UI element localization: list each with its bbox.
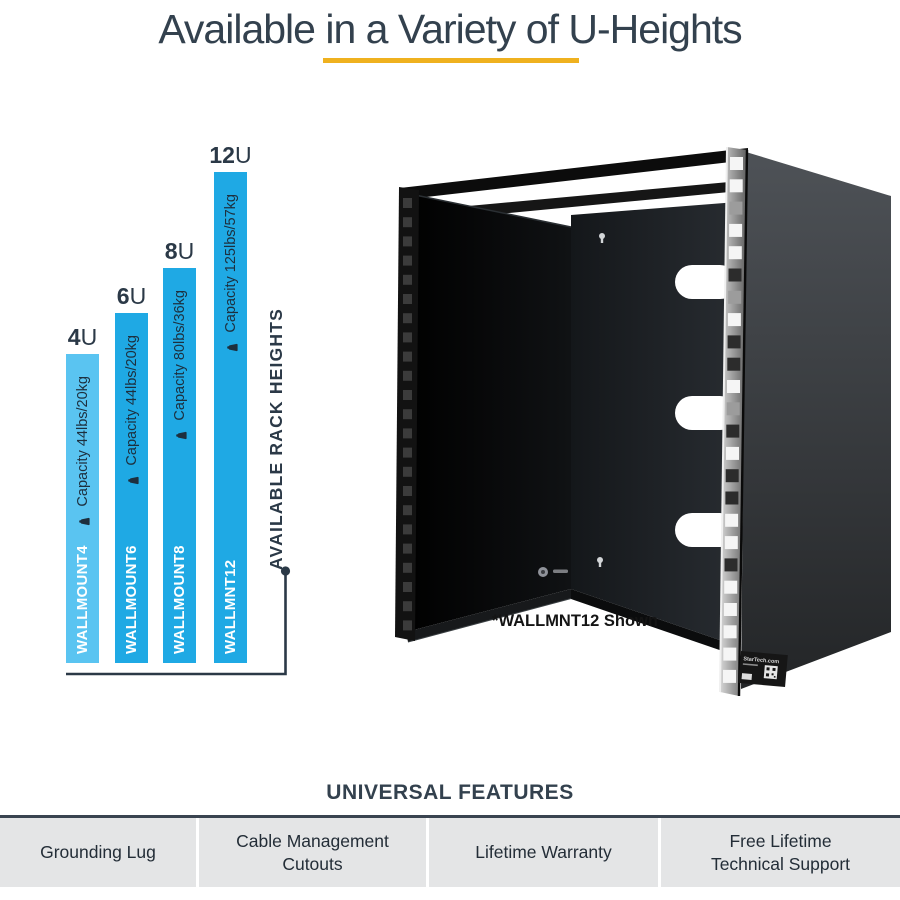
bar-capacity-label: Capacity 125lbs/57kg [222, 194, 239, 333]
bar-rect: WALLMOUNT4 Capacity 44lbs/20kg [66, 354, 99, 663]
features-heading: UNIVERSAL FEATURES [326, 781, 574, 804]
feature-cell: Grounding Lug [0, 818, 196, 887]
top-frame-rear-bar [425, 181, 740, 221]
bar-rect: WALLMNT12 Capacity 125lbs/57kg [214, 172, 247, 663]
feature-cell-label: Free Lifetime Technical Support [710, 830, 851, 874]
left-side-panel [406, 195, 571, 632]
weight-capacity-icon [124, 473, 140, 488]
left-panel-bottom-lip [406, 589, 573, 642]
bar-u-height-label: 6U [117, 285, 146, 308]
rail-square-holes [723, 157, 743, 683]
rail-highlight-edge [719, 146, 728, 693]
page-title: Available in a Variety of U-Heights [158, 6, 742, 52]
chart-bar: 12U WALLMNT12 Capacity 125lbs/57kg [209, 144, 252, 663]
feature-cell: Cable Management Cutouts [199, 818, 426, 887]
bar-rect: WALLMOUNT8 Capacity 80lbs/36kg [163, 268, 196, 663]
feature-cell-label: Cable Management Cutouts [236, 830, 389, 874]
bar-u-height-number: 6 [116, 283, 130, 309]
back-panel-bottom-lip [571, 589, 737, 656]
sticker-brand-text: StarTech.com [743, 656, 779, 665]
feature-cell-label: Grounding Lug [40, 842, 156, 863]
chart-axis-label: AVAILABLE RACK HEIGHTS [266, 307, 286, 570]
bar-capacity-label: Capacity 44lbs/20kg [74, 376, 91, 507]
bar-u-height-label: 12U [209, 144, 251, 167]
cable-cutout-2 [675, 396, 737, 430]
bar-u-height-suffix: U [80, 324, 98, 350]
bar-u-height-number: 8 [164, 238, 178, 264]
bar-u-height-suffix: U [234, 142, 252, 168]
title-accent-underline [323, 58, 579, 63]
bar-u-height-suffix: U [129, 283, 147, 309]
feature-cell: Free Lifetime Technical Support [661, 818, 900, 887]
qr-code-icon [763, 665, 778, 680]
bar-product-name: WALLMOUNT6 [123, 545, 140, 654]
weight-capacity-icon [75, 514, 91, 529]
bar-u-height-suffix: U [177, 238, 195, 264]
product-sticker: StarTech.com [738, 651, 788, 687]
feature-cell: Lifetime Warranty [429, 818, 658, 887]
bar-product-name: WALLMNT12 [222, 559, 239, 654]
product-photo: StarTech.com *WALLMNT12 Shown [395, 135, 900, 720]
bar-product-name: WALLMOUNT8 [171, 545, 188, 654]
bar-u-height-number: 4 [67, 324, 81, 350]
photo-caption: *WALLMNT12 Shown [492, 612, 658, 630]
feature-cell-label: Lifetime Warranty [475, 842, 612, 863]
bar-product-name: WALLMOUNT4 [74, 545, 91, 654]
rail-bend-edge [737, 149, 749, 697]
features-table: Grounding Lug Cable Management Cutouts Life… [0, 818, 900, 887]
features-divider [0, 815, 900, 818]
bar-u-height-number: 12 [209, 142, 235, 168]
grounding-lug-screw [538, 567, 568, 577]
chart-bar: 8U WALLMOUNT8 Capacity 80lbs/36kg [163, 240, 196, 663]
left-panel-top-edge [414, 194, 572, 228]
bar-u-height-label: 8U [165, 240, 194, 263]
wallmount-rack-illustration: StarTech.com [395, 146, 891, 697]
sticker-logo-mark [741, 673, 753, 681]
bar-capacity-label: Capacity 80lbs/36kg [171, 290, 188, 421]
weight-capacity-icon [172, 428, 188, 443]
keyhole-screw-top [599, 233, 605, 243]
right-side-panel [741, 152, 891, 689]
left-panel-bottom-edge [407, 597, 574, 643]
top-frame-front-bar [400, 148, 748, 200]
u-height-chart: AVAILABLE RACK HEIGHTS 4U WALLMOUNT4 [0, 0, 340, 700]
bar-rect: WALLMOUNT6 Capacity 44lbs/20kg [115, 313, 148, 663]
chart-bar: 4U WALLMOUNT4 Capacity 44lbs/20kg [66, 326, 99, 663]
bar-u-height-label: 4U [68, 326, 97, 349]
weight-capacity-icon [223, 340, 239, 355]
rear-rail-square-holes [403, 198, 412, 631]
axis-line [66, 566, 291, 676]
keyhole-screw-bottom [597, 557, 603, 567]
chart-bar: 6U WALLMOUNT6 Capacity 44lbs/20kg [115, 285, 148, 663]
cable-cutout-1 [675, 265, 737, 299]
bar-capacity-label: Capacity 44lbs/20kg [123, 335, 140, 466]
